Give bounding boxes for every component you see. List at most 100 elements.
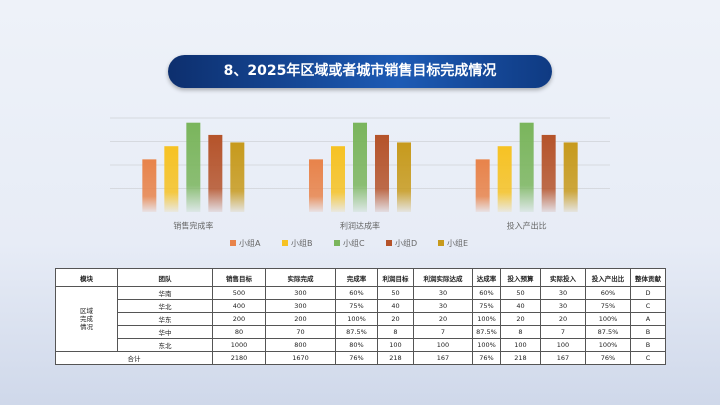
- bar: [309, 159, 323, 212]
- bar: [397, 142, 411, 212]
- table-cell: 30: [540, 299, 586, 313]
- table-cell: 167: [540, 351, 586, 365]
- table-cell: B: [630, 325, 666, 339]
- table-cell: 500: [212, 286, 266, 300]
- x-tick-label: 销售完成率: [173, 221, 213, 231]
- table-cell: 40: [377, 299, 414, 313]
- table-cell: 1000: [212, 338, 266, 352]
- table-cell: 80: [212, 325, 266, 339]
- table-cell: 30: [413, 286, 473, 300]
- table-cell: 达成率: [472, 268, 501, 287]
- table-cell: 60%: [335, 286, 378, 300]
- table-cell: 100%: [585, 312, 631, 326]
- table-cell: 100: [377, 338, 414, 352]
- table-cell: 2180: [212, 351, 266, 365]
- table-cell: 87.5%: [335, 325, 378, 339]
- table-cell: 218: [377, 351, 414, 365]
- table-cell: 利润目标: [377, 268, 414, 287]
- table-cell: 100%: [335, 312, 378, 326]
- table-cell: 100: [500, 338, 541, 352]
- table-cell: 30: [540, 286, 586, 300]
- table-cell: 华南: [117, 286, 213, 300]
- table-cell: 20: [500, 312, 541, 326]
- table-cell: 70: [265, 325, 336, 339]
- table-cell: 实际投入: [540, 268, 586, 287]
- bar: [475, 159, 490, 212]
- table-row: 区域完成情况 华南 500 300 60% 50 30 60% 50 30 60% D: [55, 286, 666, 352]
- table-cell: 20: [540, 312, 586, 326]
- table-row: 华北 400 300 75% 40 30 75% 40 30 75% C: [56, 299, 666, 313]
- table-cell: 实际完成: [265, 268, 336, 287]
- table-cell: 投入预算: [500, 268, 541, 287]
- table-cell: 75%: [472, 299, 501, 313]
- table-cell: C: [630, 299, 666, 313]
- legend-swatch: [282, 240, 288, 246]
- table-cell: 华中: [117, 325, 213, 339]
- table-cell: 团队: [117, 268, 213, 287]
- x-tick-label: 投入产出比: [507, 221, 547, 231]
- table-cell: 80%: [335, 338, 378, 352]
- table-cell: 76%: [335, 351, 378, 365]
- table-cell: 华北: [117, 299, 213, 313]
- bar: [331, 146, 345, 212]
- legend-label: 小组E: [447, 238, 468, 248]
- bar: [519, 122, 534, 212]
- bar: [230, 142, 245, 212]
- table-row: 华东 200 200 100% 20 20 100% 20 20 100% A: [56, 312, 666, 326]
- table-cell: 200: [265, 312, 336, 326]
- table-cell: D: [630, 286, 666, 300]
- data-table: 模块 团队 销售目标 实际完成 完成率 利润目标 利润实际达成 达成率 投入预算 实际投入 投入产出…: [55, 268, 666, 365]
- legend-swatch: [334, 240, 340, 246]
- legend-swatch: [386, 240, 392, 246]
- table-row: 华中 80 70 87.5% 8 7 87.5% 8 7 87.5% B: [56, 325, 666, 339]
- table-cell: A: [630, 312, 666, 326]
- table-row: 模块 团队 销售目标 实际完成 完成率 利润目标 利润实际达成 达成率 投入预算 实际投入 投入产出…: [55, 268, 666, 287]
- legend-swatch: [230, 240, 236, 246]
- table-cell: 投入产出比: [585, 268, 631, 287]
- table-cell: 60%: [585, 286, 631, 300]
- table-cell: 7: [413, 325, 473, 339]
- legend-label: 小组B: [291, 238, 313, 248]
- table-cell: 60%: [472, 286, 501, 300]
- legend-swatch: [438, 240, 444, 246]
- table-cell: 东北: [117, 338, 213, 352]
- table-cell: 40: [500, 299, 541, 313]
- table-cell: 76%: [472, 351, 501, 365]
- table-cell: 华东: [117, 312, 213, 326]
- table-cell: 50: [377, 286, 414, 300]
- bar: [142, 159, 157, 212]
- table-cell: 100: [540, 338, 586, 352]
- table-cell: 300: [265, 299, 336, 313]
- bar: [353, 122, 367, 212]
- table-cell: 75%: [585, 299, 631, 313]
- table-cell: 整体贡献: [630, 268, 666, 287]
- bar: [208, 134, 223, 212]
- table-cell: 100%: [472, 312, 501, 326]
- bar: [563, 142, 578, 212]
- legend-label: 小组A: [239, 238, 261, 248]
- table-cell: 1670: [265, 351, 336, 365]
- bar: [164, 146, 179, 212]
- table-cell: 100: [413, 338, 473, 352]
- table-row: 东北 1000 800 80% 100 100 100% 100 100 100% B: [56, 338, 666, 352]
- table-row: 合计 2180 1670 76% 218 167 76% 218 167 76% C: [55, 351, 666, 365]
- bar: [497, 146, 512, 212]
- bar: [541, 134, 556, 212]
- table-cell: 300: [265, 286, 336, 300]
- table-cell: 800: [265, 338, 336, 352]
- table-cell: 87.5%: [472, 325, 501, 339]
- table-cell: 100%: [585, 338, 631, 352]
- bar: [186, 122, 201, 212]
- table-cell: 销售目标: [212, 268, 266, 287]
- legend-label: 小组C: [343, 238, 365, 248]
- table-cell: C: [630, 351, 666, 365]
- table-cell: 20: [413, 312, 473, 326]
- x-tick-label: 利润达成率: [340, 221, 380, 231]
- table-cell: 218: [500, 351, 541, 365]
- table-cell: 167: [413, 351, 473, 365]
- bar: [375, 134, 389, 212]
- table-cell: 利润实际达成: [413, 268, 473, 287]
- title-banner: 8、2025年区域或者城市销售目标完成情况: [168, 55, 552, 88]
